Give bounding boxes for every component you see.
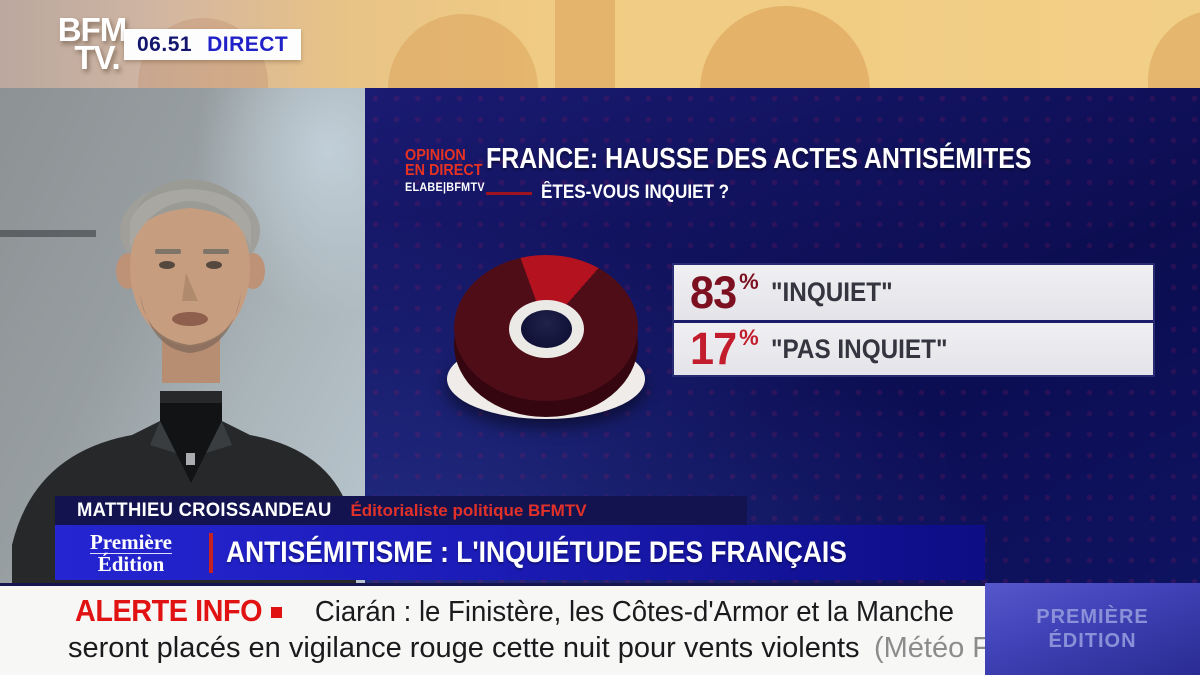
speaker-name: MATTHIEU CROISSANDEAU (77, 499, 332, 521)
show-title-line1: PREMIÈRE (1036, 606, 1149, 628)
alert-source: (Météo France) (873, 632, 985, 664)
red-divider (209, 532, 213, 573)
show-title-line2: ÉDITION (1048, 630, 1137, 652)
headline-banner: Première Édition ANTISÉMITISME : L'INQUI… (55, 525, 985, 580)
studio-arch (1148, 10, 1200, 88)
premiere-edition-badge: Première Édition (55, 529, 207, 576)
poll-results: 83 % "INQUIET" 17 % "PAS INQUIET" (672, 263, 1155, 377)
pollster-source: ELABE|BFMTV (405, 180, 485, 194)
alert-text-line1: Ciarán : le Finistère, les Côtes-d'Armor… (314, 596, 955, 628)
studio-rail (0, 230, 96, 237)
badge-line1: Première (89, 529, 172, 554)
percent-sign: % (739, 325, 759, 350)
poll-question: ÊTES-VOUS INQUIET ? (541, 182, 730, 203)
result-label: "PAS INQUIET" (770, 333, 948, 364)
studio-header-strip: BFM TV. 06.51 DIRECT (0, 0, 1200, 88)
poll-question-row: ÊTES-VOUS INQUIET ? (486, 182, 750, 204)
opinion-en-direct-badge: OPINION EN DIRECT ELABE|BFMTV (405, 148, 485, 195)
donut-hole-center (521, 310, 572, 348)
donut-chart (447, 243, 647, 419)
question-dash (486, 191, 532, 195)
headline-text: ANTISÉMITISME : L'INQUIÉTUDE DES FRANÇAI… (226, 535, 847, 569)
percent-sign: % (739, 268, 759, 294)
result-value: 17 (690, 323, 737, 374)
bfmtv-logo-line2: TV. (74, 39, 120, 76)
result-row-pas-inquiet: 17 % "PAS INQUIET" (674, 320, 1153, 375)
studio-arch (388, 14, 538, 88)
alert-label: ALERTE INFO (75, 593, 263, 628)
poll-title: FRANCE: HAUSSE DES ACTES ANTISÉMITES (486, 143, 1032, 175)
studio-arch (700, 6, 870, 88)
alert-line2: seront placés en vigilance rouge cette n… (68, 632, 985, 665)
bfmtv-logo-line1: BFM (57, 11, 127, 48)
bfmtv-logo: BFM TV. (53, 13, 131, 76)
studio-arch (555, 0, 615, 88)
alert-bullet-icon (271, 607, 283, 618)
speaker-role: Éditorialiste politique BFMTV (350, 500, 587, 520)
result-value: 83 (690, 266, 737, 318)
speaker-banner: MATTHIEU CROISSANDEAU Éditorialiste poli… (55, 496, 747, 525)
time-direct-bar: 06.51 DIRECT (124, 29, 302, 60)
result-label: "INQUIET" (770, 277, 893, 307)
alert-line1: ALERTE INFO Ciarán : le Finistère, les C… (68, 593, 985, 629)
live-badge: DIRECT (207, 32, 289, 56)
alert-ticker: ALERTE INFO Ciarán : le Finistère, les C… (0, 583, 985, 675)
badge-line2: Édition (97, 551, 165, 576)
kicker-line1: OPINION (405, 147, 466, 164)
clock: 06.51 (137, 32, 193, 56)
show-title-block: PREMIÈRE ÉDITION (985, 583, 1200, 675)
result-row-inquiet: 83 % "INQUIET" (674, 265, 1153, 320)
alert-text-line2: seront placés en vigilance rouge cette n… (68, 632, 860, 664)
kicker-line2: EN DIRECT (405, 162, 483, 179)
